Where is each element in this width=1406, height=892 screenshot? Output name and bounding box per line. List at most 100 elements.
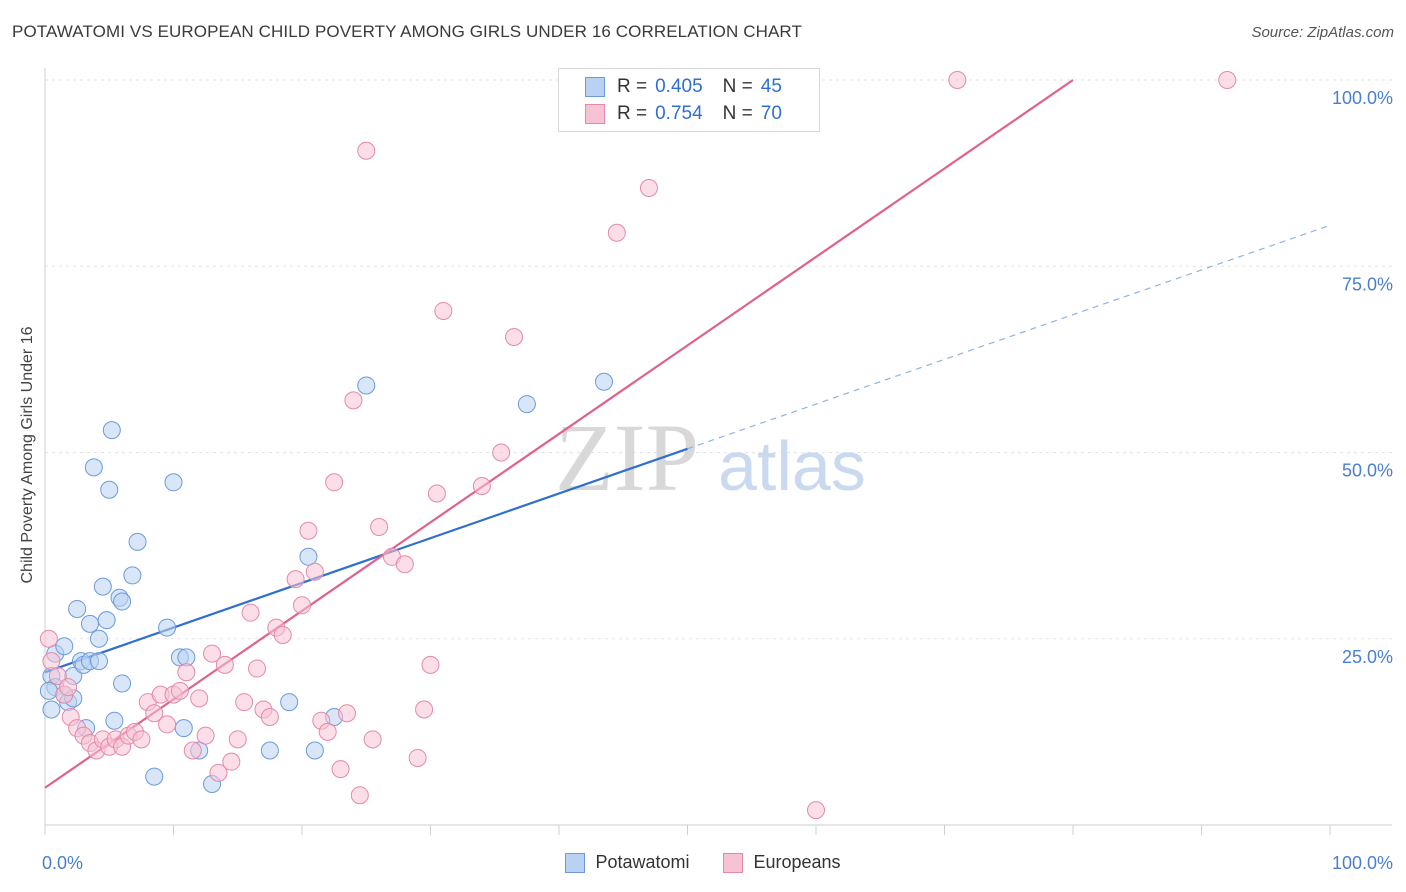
point-potawatomi [128,532,147,551]
point-potawatomi [89,629,108,648]
point-europeans [331,760,350,779]
point-europeans [427,484,446,503]
point-europeans [222,752,241,771]
point-potawatomi [357,376,376,395]
point-europeans [248,659,267,678]
point-europeans [357,141,376,160]
legend-n-value: 70 [760,103,782,124]
point-europeans [286,570,305,589]
legend-r-value: 0.405 [655,76,703,97]
point-europeans [505,328,524,347]
point-europeans [299,521,318,540]
legend-n-label: N = [722,76,753,97]
point-europeans [241,603,260,622]
point-europeans [415,700,434,719]
point-europeans [235,693,254,712]
point-potawatomi [174,719,193,738]
point-potawatomi [164,473,183,492]
point-potawatomi [102,421,121,440]
point-europeans [421,655,440,674]
point-potawatomi [84,458,103,477]
point-europeans [350,786,369,805]
legend-row-potawatomi: R = 0.405 N = 45 [585,75,782,99]
point-europeans [190,689,209,708]
point-potawatomi [97,611,116,630]
correlation-legend: R = 0.405 N = 45 R = 0.754 N = 70 [558,68,820,132]
point-europeans [408,748,427,767]
watermark-zip: ZIP [555,404,699,511]
y-tick-label: 25.0% [1342,647,1393,667]
point-europeans [639,179,658,198]
point-europeans [948,71,967,89]
point-europeans [260,707,279,726]
point-europeans [337,704,356,723]
point-europeans [48,667,67,685]
series-legend-europeans[interactable]: Europeans [723,852,841,873]
point-potawatomi [42,700,61,719]
trendline-europeans [44,79,1074,789]
point-europeans [607,223,626,242]
legend-r-label: R = [617,103,648,124]
point-potawatomi [280,693,299,712]
point-potawatomi [89,652,108,671]
point-europeans [293,596,311,615]
watermark: ZIP atlas [555,404,866,511]
point-europeans [145,704,164,723]
point-potawatomi [305,741,324,760]
watermark-atlas: atlas [718,427,866,505]
x-tick-label: 0.0% [42,853,83,873]
point-europeans [370,518,389,536]
y-tick-label: 75.0% [1342,274,1393,294]
point-europeans [1218,71,1237,89]
trendline-potawatomi-extension [687,224,1331,450]
point-europeans [39,629,58,648]
legend-n-value: 45 [760,76,782,97]
point-potawatomi [39,681,58,700]
series-legend-label: Potawatomi [595,852,690,872]
point-potawatomi [299,547,318,566]
point-europeans [196,726,215,745]
point-potawatomi [93,577,112,596]
point-potawatomi [113,592,132,611]
data-points [39,71,1237,820]
point-europeans [183,741,202,760]
point-europeans [434,301,453,320]
point-europeans [318,722,337,741]
point-potawatomi [145,767,164,786]
point-europeans [228,730,247,749]
point-potawatomi [594,372,613,391]
point-potawatomi [517,395,536,414]
series-legend: Potawatomi Europeans [0,852,1406,873]
point-europeans [492,443,511,462]
x-tick-label: 100.0% [1332,853,1393,873]
point-potawatomi [158,618,177,637]
legend-swatch-europeans [585,104,605,124]
point-europeans [344,391,363,410]
series-legend-potawatomi[interactable]: Potawatomi [565,852,689,873]
point-potawatomi [55,637,74,656]
legend-r-label: R = [617,76,648,97]
point-potawatomi [123,566,142,585]
source-label: Source: ZipAtlas.com [1251,24,1394,41]
point-europeans [273,626,292,645]
point-potawatomi [100,480,119,499]
chart-title: POTAWATOMI VS EUROPEAN CHILD POVERTY AMO… [12,22,802,41]
point-europeans [209,763,228,782]
point-europeans [203,644,222,663]
legend-r-value: 0.754 [655,103,703,124]
point-europeans [59,678,78,697]
tick-labels: 25.0% 50.0% 75.0% 100.0% 0.0% 100.0% [42,88,1393,873]
point-potawatomi [260,741,279,760]
point-europeans [132,730,151,749]
point-europeans [177,663,196,682]
trendlines [44,79,1331,789]
series-legend-label: Europeans [753,852,841,872]
point-europeans [42,652,61,671]
point-potawatomi [105,711,124,730]
point-europeans [472,477,491,496]
grid-lines [45,79,1392,640]
point-europeans [395,555,414,574]
trendline-potawatomi [44,447,688,674]
point-europeans [305,562,324,581]
legend-row-europeans: R = 0.754 N = 70 [585,102,782,126]
